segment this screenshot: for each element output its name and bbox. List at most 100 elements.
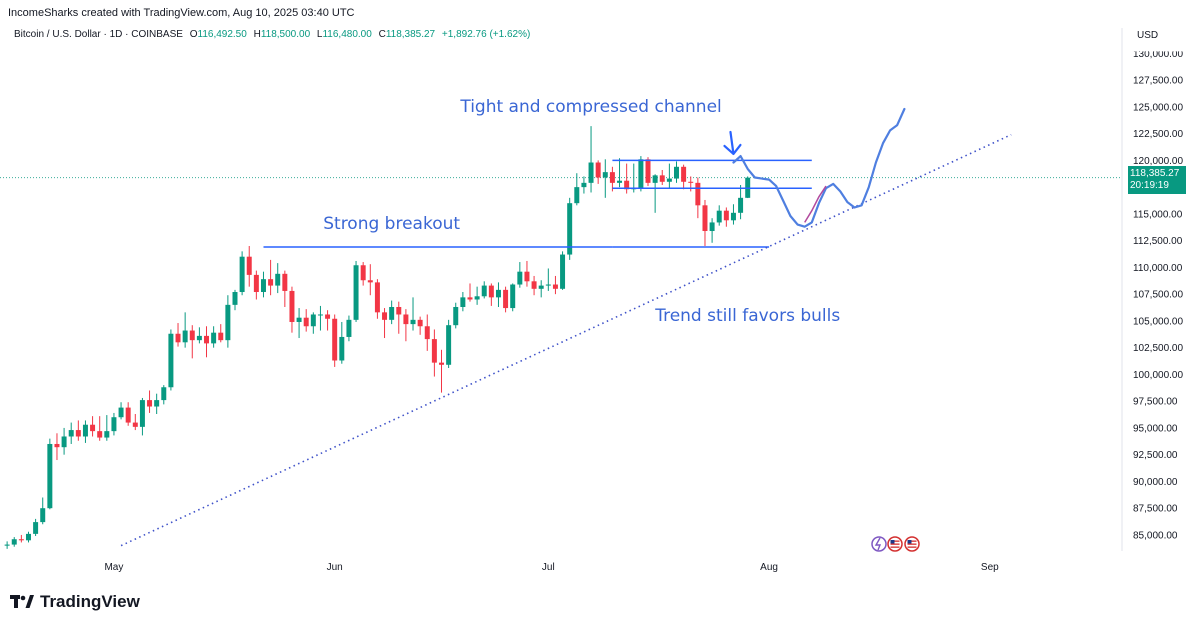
candle — [552, 275, 558, 295]
candle — [688, 176, 694, 192]
candle-body — [11, 539, 17, 545]
price-axis: 85,000.00 87,500.00 90,000.00 92,500.00 95,0… — [1121, 28, 1198, 551]
candle-body — [132, 422, 138, 427]
candle-body — [175, 333, 181, 343]
candle — [317, 305, 323, 331]
candle-body — [609, 172, 615, 183]
candle — [225, 295, 231, 348]
candle-body — [289, 290, 295, 322]
candle — [154, 393, 160, 415]
candle — [339, 321, 345, 364]
price-tick-label: 125,000.00 — [1133, 102, 1183, 113]
candle — [638, 156, 644, 192]
candle — [360, 262, 366, 286]
candle-body — [147, 400, 153, 407]
candle-body — [439, 362, 444, 365]
candle-body — [531, 281, 537, 289]
candle — [268, 259, 274, 296]
annotations: Tight and compressed channel Strong break… — [323, 97, 840, 326]
candle-body — [253, 274, 259, 293]
candle — [488, 283, 494, 306]
candle — [97, 416, 103, 441]
open-label: O — [189, 29, 198, 40]
candle-body — [68, 430, 74, 437]
candle — [310, 312, 316, 334]
candle — [132, 414, 138, 431]
candle-body — [90, 424, 96, 432]
candles — [4, 126, 751, 549]
open-value: 116,492.50 — [197, 29, 247, 40]
last-price-value: 118,385.27 — [1130, 168, 1180, 179]
symbol-name[interactable]: Bitcoin / U.S. Dollar · 1D · COINBASE — [14, 29, 183, 40]
stripe — [890, 546, 900, 548]
candle-body — [282, 273, 288, 291]
lightning-event-icon — [871, 536, 887, 552]
last-price-countdown: 20:19:19 — [1130, 180, 1169, 191]
tradingview-logo[interactable]: TradingView — [10, 592, 140, 612]
close-value: 118,385.27 — [385, 29, 436, 40]
candle — [232, 289, 238, 311]
price-tick-label: 120,000.00 — [1133, 156, 1183, 167]
low-value: 116,480.00 — [322, 29, 372, 40]
candle-body — [702, 205, 708, 232]
drawn-lines — [120, 133, 1012, 547]
candle-body — [617, 180, 623, 183]
candle-body — [567, 203, 573, 255]
moving-average-segment — [804, 185, 827, 223]
price-tick-label: 122,500.00 — [1133, 129, 1183, 140]
candle — [296, 308, 302, 339]
candle-body — [4, 544, 10, 546]
candle — [218, 324, 224, 343]
candle — [189, 325, 195, 359]
candle-body — [524, 271, 530, 282]
candle-body — [709, 222, 715, 232]
candle-body — [360, 265, 366, 281]
candle — [182, 312, 188, 348]
candle — [424, 314, 430, 351]
candle — [581, 176, 587, 194]
price-tick-label: 97,500.00 — [1133, 397, 1178, 408]
candle-body — [25, 533, 31, 541]
candle-body — [367, 280, 373, 283]
candle — [353, 260, 359, 322]
time-tick-label: Jun — [327, 562, 343, 573]
candle-body — [581, 182, 587, 188]
candle — [474, 286, 480, 305]
candle — [147, 390, 153, 413]
candle-body — [488, 285, 494, 298]
candle-body — [225, 304, 231, 341]
candle — [702, 199, 708, 246]
time-tick-label: May — [104, 562, 123, 573]
candle-body — [97, 431, 103, 438]
candle — [325, 310, 331, 331]
candle-body — [446, 325, 452, 365]
candle — [367, 264, 373, 296]
canton — [907, 540, 912, 544]
candle-body — [33, 522, 39, 534]
candle — [503, 286, 509, 313]
candle — [439, 349, 444, 393]
clip-mask — [1128, 43, 1198, 52]
candle-body — [389, 306, 395, 320]
candle-body — [738, 197, 744, 213]
trendline — [120, 133, 1012, 547]
candle — [723, 207, 729, 227]
candle-body — [460, 297, 466, 307]
candle — [382, 308, 388, 339]
candle-body — [431, 339, 437, 363]
candle-body — [161, 387, 167, 401]
candle — [567, 197, 573, 260]
symbol-ohlc-legend[interactable]: Bitcoin / U.S. Dollar · 1D · COINBASE O1… — [14, 29, 530, 40]
price-tick-label: 127,500.00 — [1133, 76, 1183, 87]
candle-body — [495, 289, 501, 298]
close-label: C — [378, 29, 386, 40]
candle — [467, 283, 473, 302]
candle-body — [268, 279, 274, 286]
candle — [738, 184, 744, 220]
candle — [396, 301, 402, 334]
candle — [175, 323, 181, 347]
annotation-label: Tight and compressed channel — [459, 97, 721, 117]
candle-body — [659, 175, 665, 182]
currency-label[interactable]: USD — [1137, 30, 1159, 41]
